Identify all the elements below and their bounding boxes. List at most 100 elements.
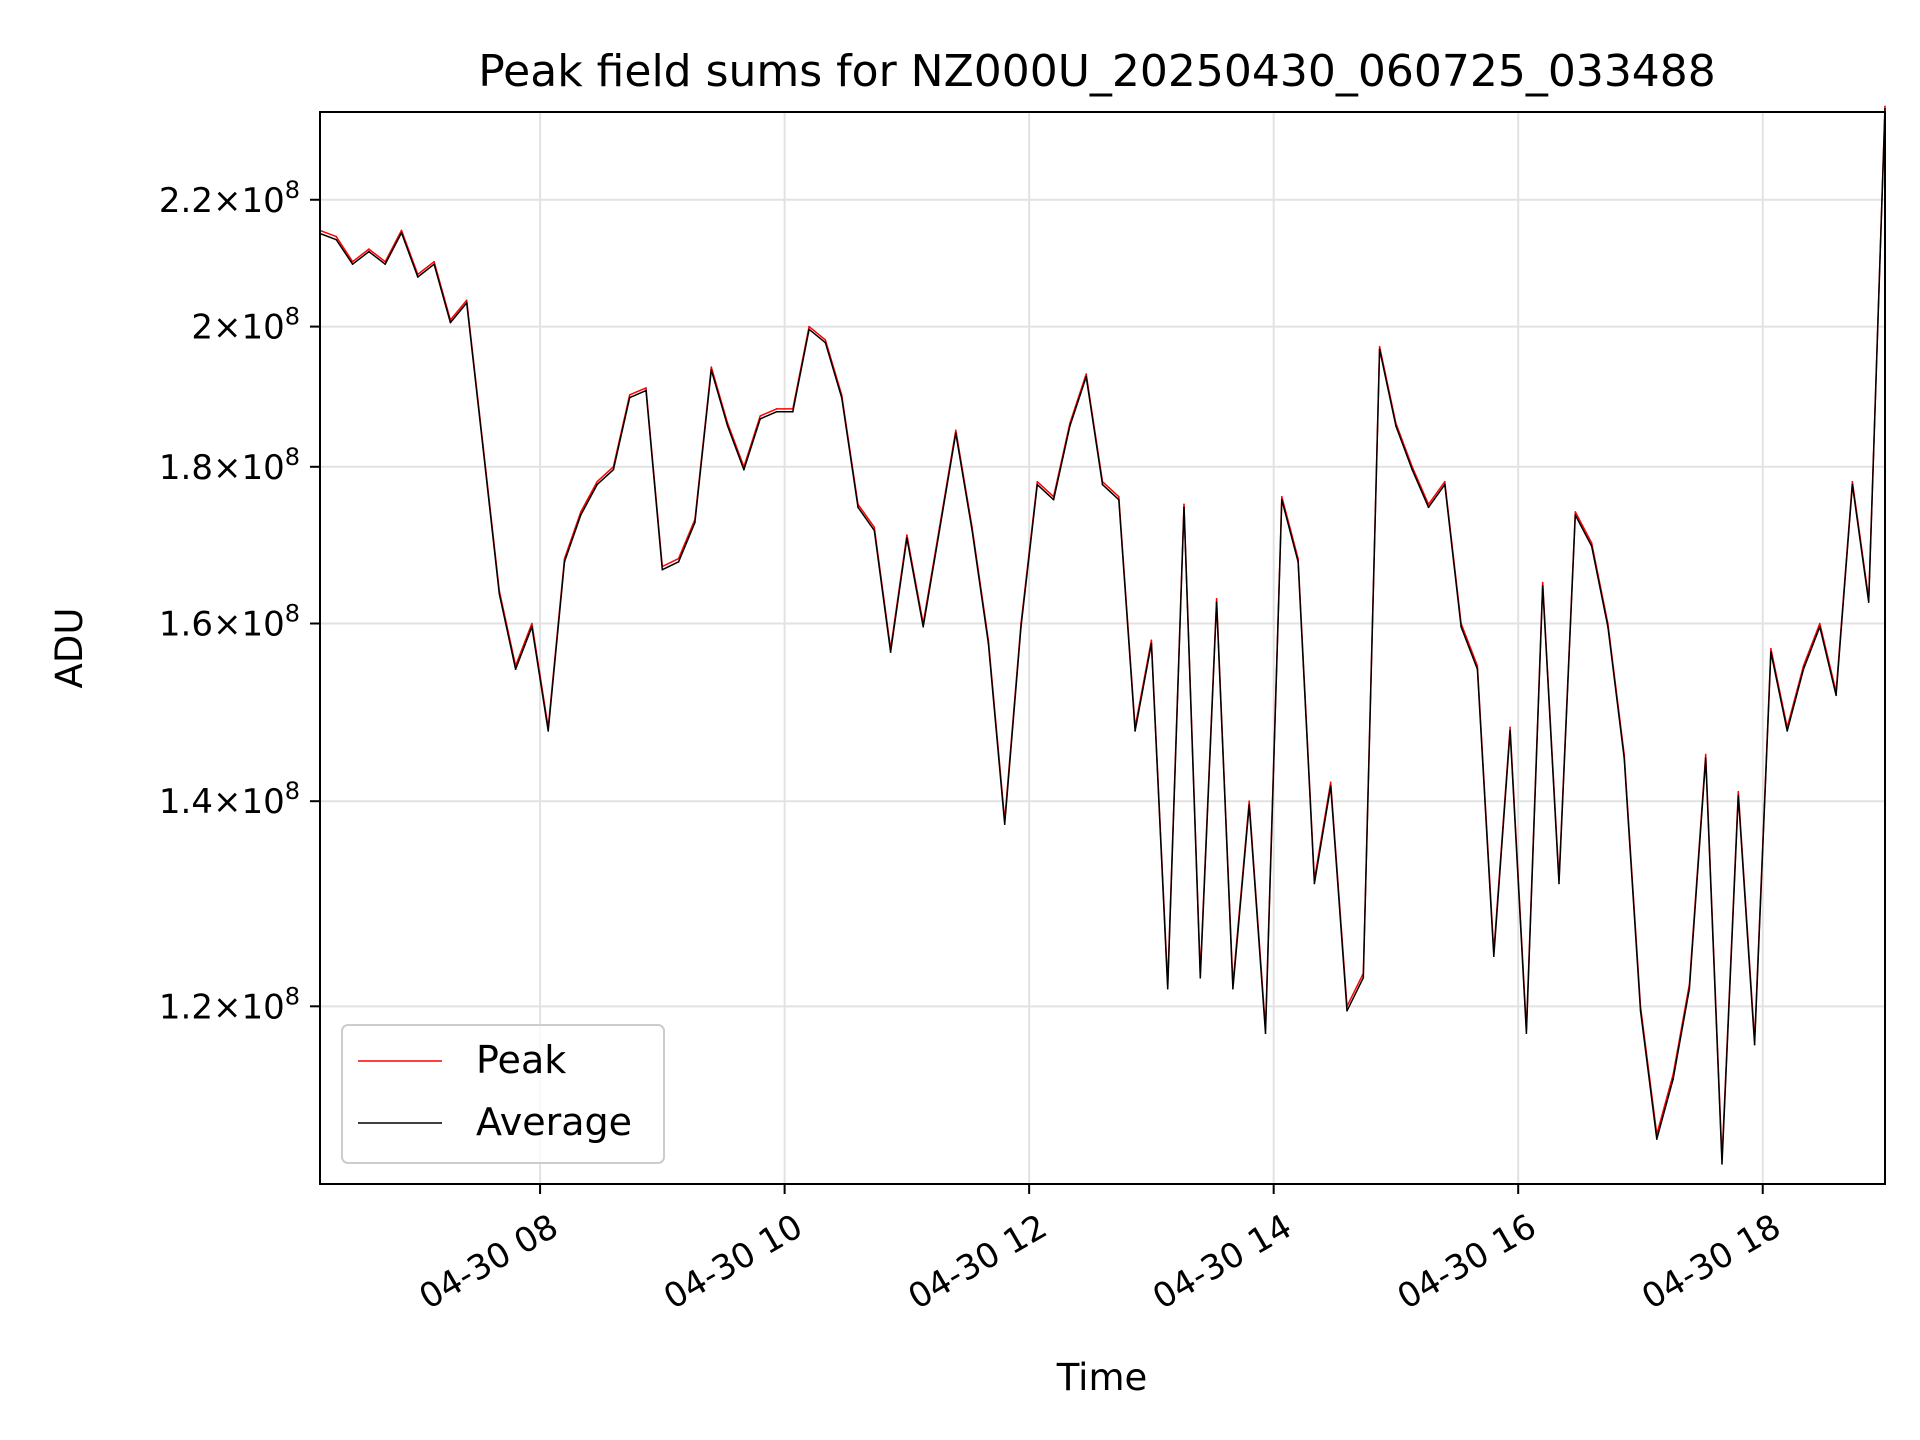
data-point-average: [1476, 668, 1479, 670]
data-point-peak: [1329, 781, 1332, 784]
data-point-average: [726, 425, 729, 427]
y-tick-label: 2.2×108: [159, 176, 300, 221]
data-point-peak: [1085, 373, 1087, 375]
data-point-average: [1574, 514, 1577, 516]
data-point-average: [1851, 483, 1854, 486]
data-point-peak: [1509, 726, 1511, 729]
data-point-peak: [873, 526, 876, 529]
y-tick-times: ×10: [213, 308, 285, 348]
data-point-average: [449, 321, 452, 324]
data-point-average: [1346, 1010, 1348, 1012]
data-point-average: [531, 626, 533, 628]
data-point-average: [1150, 642, 1153, 645]
data-point-peak: [1704, 753, 1707, 756]
gridlines: [320, 112, 1885, 1184]
data-point-peak: [645, 387, 647, 389]
legend-average-label: Average: [476, 1100, 632, 1144]
y-tick-mantissa: 1.6: [159, 605, 213, 645]
data-point-average: [1867, 601, 1870, 603]
legend: Peak Average: [341, 1024, 665, 1164]
data-point-average: [710, 369, 713, 371]
y-tick-exponent: 8: [285, 600, 300, 628]
data-point-average: [889, 651, 892, 653]
data-point-peak: [465, 299, 468, 302]
data-point-average: [1819, 626, 1821, 628]
data-point-average: [677, 561, 680, 563]
data-point-average: [1835, 694, 1837, 697]
data-point-average: [351, 263, 354, 266]
data-point-average: [1313, 882, 1316, 885]
data-point-average: [1085, 376, 1087, 378]
data-point-peak: [400, 229, 403, 232]
data-point-peak: [1737, 790, 1740, 793]
data-point-average: [1215, 601, 1218, 603]
data-point-average: [873, 529, 876, 532]
y-tick-times: ×10: [213, 448, 285, 488]
data-point-average: [1558, 882, 1560, 885]
data-point-average: [563, 561, 566, 563]
data-point-peak: [1183, 503, 1185, 506]
legend-box: [341, 1024, 665, 1164]
data-point-peak: [433, 260, 435, 263]
data-point-average: [987, 642, 990, 645]
data-point-average: [1248, 804, 1250, 806]
data-point-average: [1052, 498, 1055, 501]
data-point-peak: [1215, 598, 1218, 600]
data-point-peak: [596, 480, 598, 483]
data-point-peak: [351, 260, 354, 263]
data-point-average: [906, 537, 908, 539]
data-point-average: [792, 411, 794, 413]
data-point-average: [971, 529, 973, 532]
y-tick-label: 1.4×108: [159, 777, 300, 822]
data-point-average: [808, 328, 810, 331]
data-point-average: [694, 521, 696, 524]
data-point-average: [857, 506, 859, 509]
data-point-average: [1541, 585, 1544, 587]
data-point-average: [1493, 955, 1495, 958]
data-point-average: [1802, 668, 1805, 670]
data-point-peak: [808, 325, 810, 328]
data-point-average: [417, 276, 419, 278]
y-tick-exponent: 8: [285, 443, 300, 471]
data-point-average: [1378, 348, 1381, 351]
data-point-average: [1770, 651, 1772, 653]
data-point-peak: [628, 394, 631, 396]
data-point-average: [498, 593, 501, 595]
series-lines: [319, 105, 1886, 1165]
data-point-average: [1704, 757, 1707, 759]
data-point-peak: [368, 248, 370, 250]
data-point-average: [1786, 730, 1788, 732]
series-average: [319, 107, 1886, 1165]
data-point-average: [612, 468, 615, 471]
data-point-peak: [1036, 480, 1039, 483]
data-point-average: [1101, 483, 1104, 486]
y-tick-times: ×10: [213, 782, 285, 822]
data-point-peak: [710, 366, 713, 368]
y-tick-mantissa: 2.2: [159, 181, 213, 221]
data-point-peak: [531, 622, 533, 625]
data-point-peak: [824, 339, 827, 341]
data-point-average: [1672, 1078, 1674, 1080]
y-tick-mantissa: 1.8: [159, 448, 213, 488]
data-point-average: [628, 396, 631, 399]
plot-area-frame: [319, 111, 1886, 1185]
y-tick-mantissa: 1.4: [159, 782, 213, 822]
data-point-average: [1509, 730, 1511, 732]
data-point-peak: [580, 511, 582, 513]
data-point-peak: [335, 235, 338, 238]
data-point-average: [1395, 425, 1397, 427]
data-point-average: [1020, 626, 1022, 628]
data-point-peak: [1770, 647, 1772, 650]
data-point-average: [1688, 987, 1691, 990]
y-tick-times: ×10: [213, 605, 285, 645]
data-point-peak: [1118, 495, 1120, 498]
legend-peak-label: Peak: [476, 1038, 566, 1082]
data-point-peak: [906, 534, 908, 536]
data-point-average: [433, 263, 435, 266]
data-point-average: [1134, 730, 1136, 732]
data-point-average: [1721, 1163, 1723, 1165]
data-point-average: [1427, 506, 1430, 509]
y-tick-label: 2×108: [191, 303, 300, 348]
data-point-average: [1656, 1138, 1658, 1140]
